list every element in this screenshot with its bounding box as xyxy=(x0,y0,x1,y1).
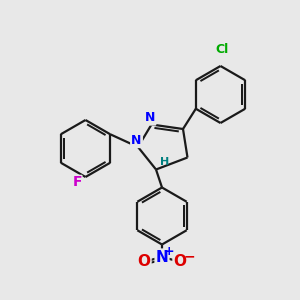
Text: O: O xyxy=(173,254,187,269)
Text: N: N xyxy=(131,134,142,147)
Text: N: N xyxy=(156,250,168,265)
Text: O: O xyxy=(137,254,151,269)
Text: F: F xyxy=(72,176,82,189)
Text: +: + xyxy=(163,244,174,258)
Text: −: − xyxy=(183,249,195,263)
Text: H: H xyxy=(160,157,169,167)
Text: N: N xyxy=(145,111,155,124)
Text: Cl: Cl xyxy=(215,44,229,56)
